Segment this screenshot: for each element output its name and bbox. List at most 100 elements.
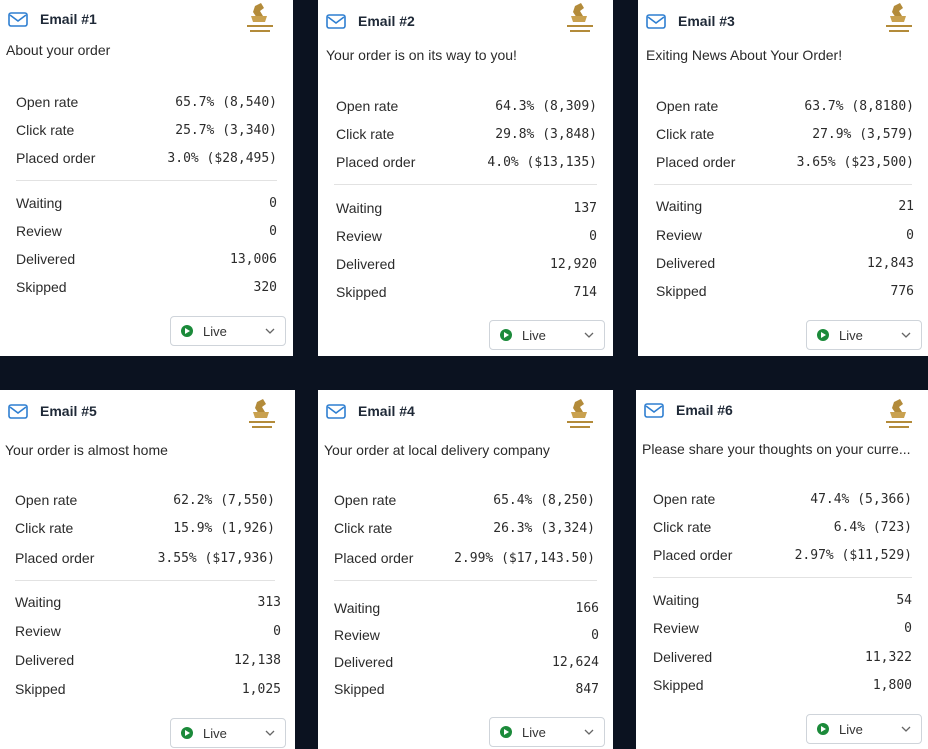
email-card-4: Email #4 Your order at local delivery co…: [318, 390, 613, 749]
count-value: 1,800: [872, 677, 912, 693]
count-value: 0: [906, 227, 914, 243]
count-value: 12,624: [552, 654, 599, 670]
metric-value: 3.0% ($28,495): [167, 150, 277, 166]
email-subject: Exiting News About Your Order!: [646, 47, 843, 63]
count-label: Skipped: [15, 681, 66, 697]
status-dropdown[interactable]: Live: [170, 718, 286, 748]
metric-label: Open rate: [656, 98, 719, 114]
email-title: Email #1: [40, 11, 97, 27]
count-label: Waiting: [336, 200, 383, 216]
metric-label: Open rate: [15, 492, 78, 508]
metric-label: Click rate: [656, 126, 715, 142]
metric-label: Open rate: [653, 491, 716, 507]
count-value: 320: [253, 279, 277, 295]
metric-row: Open rate 65.7% (8,540): [16, 92, 277, 112]
metric-value: 29.8% (3,848): [495, 126, 597, 142]
count-label: Delivered: [656, 255, 716, 271]
count-label: Review: [334, 627, 380, 643]
metric-label: Placed order: [656, 154, 736, 170]
metric-value: 65.7% (8,540): [175, 94, 277, 110]
chevron-down-icon: [584, 332, 594, 338]
count-label: Skipped: [336, 284, 387, 300]
email-subject: Your order is almost home: [5, 442, 168, 458]
wizard-flows-logo: [249, 399, 275, 428]
count-label: Review: [336, 228, 382, 244]
metric-label: Open rate: [16, 94, 79, 110]
email-card-3: Email #3 Exiting News About Your Order! …: [638, 0, 928, 356]
chevron-down-icon: [584, 729, 594, 735]
metric-label: Click rate: [15, 520, 74, 536]
count-label: Review: [16, 223, 62, 239]
count-value: 776: [890, 283, 914, 299]
metric-value: 25.7% (3,340): [175, 122, 277, 138]
count-value: 54: [896, 592, 912, 608]
count-row: Delivered 11,322: [653, 647, 912, 667]
count-row: Skipped 1,025: [15, 679, 281, 699]
metric-value: 4.0% ($13,135): [487, 154, 597, 170]
wizard-flows-logo: [567, 3, 593, 32]
count-value: 137: [573, 200, 597, 216]
status-dropdown[interactable]: Live: [489, 717, 605, 747]
count-label: Delivered: [334, 654, 394, 670]
email-subject: About your order: [6, 42, 111, 58]
card-header: Email #2: [326, 10, 613, 32]
count-value: 0: [589, 228, 597, 244]
metric-value: 47.4% (5,366): [810, 491, 912, 507]
count-value: 12,138: [234, 652, 281, 668]
wizard-flows-logo: [886, 399, 912, 428]
status-dropdown[interactable]: Live: [170, 316, 286, 346]
count-row: Review 0: [334, 625, 599, 645]
count-value: 0: [273, 623, 281, 639]
count-row: Skipped 776: [656, 281, 914, 301]
card-header: Email #5: [8, 400, 295, 422]
metric-value: 62.2% (7,550): [173, 492, 275, 508]
email-title: Email #5: [40, 403, 97, 419]
email-title: Email #4: [358, 403, 415, 419]
status-dropdown[interactable]: Live: [806, 320, 922, 350]
metric-value: 6.4% (723): [833, 519, 912, 535]
email-card-5: Email #5 Your order is almost home Open …: [0, 390, 295, 749]
metric-value: 3.55% ($17,936): [157, 550, 275, 566]
divider: [334, 184, 597, 185]
envelope-icon: [8, 11, 28, 27]
wizard-flows-logo: [247, 3, 273, 32]
count-label: Skipped: [334, 681, 385, 697]
count-value: 0: [904, 620, 912, 636]
metric-row: Click rate 15.9% (1,926): [15, 518, 275, 538]
chevron-down-icon: [901, 726, 911, 732]
metric-row: Click rate 6.4% (723): [653, 517, 912, 537]
metric-label: Click rate: [653, 519, 712, 535]
metric-row: Placed order 4.0% ($13,135): [336, 152, 597, 172]
metric-value: 2.99% ($17,143.50): [454, 550, 595, 566]
email-title: Email #3: [678, 13, 735, 29]
metric-label: Placed order: [15, 550, 95, 566]
metric-value: 2.97% ($11,529): [794, 547, 912, 563]
metric-label: Open rate: [334, 492, 397, 508]
email-card-1: Email #1 About your order Open rate 65.7%…: [0, 0, 293, 356]
status-label: Live: [839, 721, 863, 737]
count-label: Waiting: [656, 198, 703, 214]
count-value: 0: [269, 223, 277, 239]
metric-row: Placed order 3.0% ($28,495): [16, 148, 277, 168]
metric-row: Placed order 2.99% ($17,143.50): [334, 548, 595, 568]
count-row: Review 0: [15, 621, 281, 641]
count-row: Delivered 12,624: [334, 652, 599, 672]
metric-label: Click rate: [336, 126, 395, 142]
metric-row: Open rate 63.7% (8,8180): [656, 96, 914, 116]
status-dropdown[interactable]: Live: [806, 714, 922, 744]
email-title: Email #6: [676, 402, 733, 418]
count-value: 13,006: [230, 251, 277, 267]
count-value: 11,322: [865, 649, 912, 665]
count-label: Delivered: [16, 251, 76, 267]
chevron-down-icon: [265, 730, 275, 736]
status-dropdown[interactable]: Live: [489, 320, 605, 350]
count-row: Skipped 1,800: [653, 675, 912, 695]
count-label: Skipped: [653, 677, 704, 693]
count-label: Review: [653, 620, 699, 636]
count-label: Skipped: [16, 279, 67, 295]
chevron-down-icon: [901, 332, 911, 338]
play-circle-icon: [500, 329, 512, 341]
count-value: 0: [591, 627, 599, 643]
status-label: Live: [839, 327, 863, 343]
count-label: Delivered: [15, 652, 75, 668]
